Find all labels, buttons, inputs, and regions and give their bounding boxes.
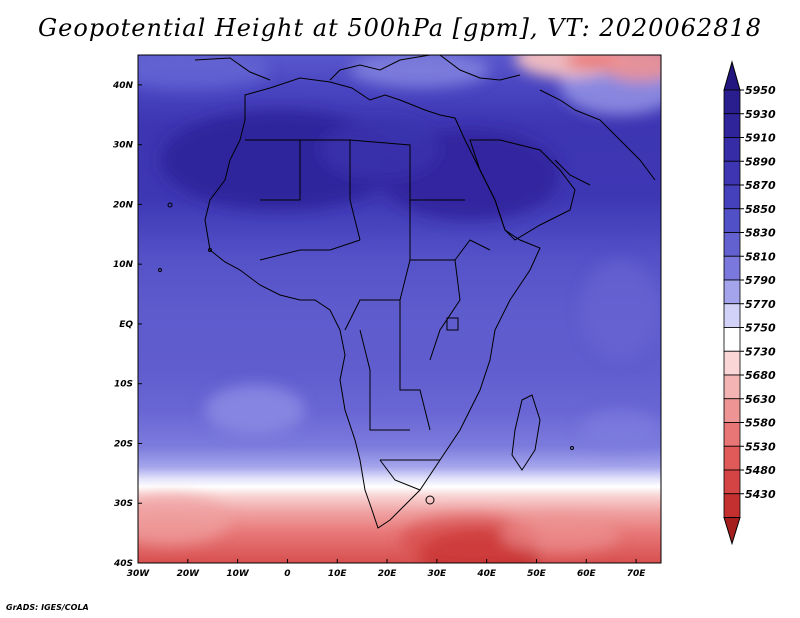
colorbar-label: 5890	[745, 155, 776, 168]
lon-tick-label: 30W	[127, 569, 151, 579]
lat-tick-label: 10S	[114, 380, 133, 390]
colorbar-label: 5750	[745, 322, 776, 335]
colorbar-swatch	[723, 303, 741, 328]
colorbar-label: 5870	[745, 179, 776, 192]
colorbar-swatch	[723, 422, 741, 447]
lat-tick-label: 20S	[114, 439, 133, 449]
lon-tick-label: 20W	[177, 569, 201, 579]
lat-axis: 40N 30N 20N 10N EQ 10S 20S 30S 40S	[112, 81, 142, 569]
lon-tick-label: 50E	[527, 569, 547, 579]
colorbar-label: 5830	[745, 227, 776, 240]
lat-tick-label: 40S	[113, 559, 133, 569]
colorbar-label: 5480	[745, 464, 776, 477]
colorbar-label: 5680	[745, 369, 776, 382]
colorbar-swatch	[723, 374, 741, 400]
lon-tick-label: 10E	[328, 569, 348, 579]
colorbar-swatch	[723, 160, 741, 186]
colorbar-swatch	[723, 398, 741, 423]
map-title: Geopotential Height at 500hPa [gpm], VT:…	[38, 14, 762, 42]
coastlines	[158, 55, 656, 529]
colorbar-swatch	[723, 327, 741, 352]
map-frame	[137, 54, 662, 564]
colorbar-bottom-arrow	[723, 517, 741, 546]
footer-credit: GrADS: IGES/COLA	[6, 603, 89, 612]
lat-tick-label: 40N	[112, 81, 134, 91]
lon-tick-label: 60E	[577, 569, 597, 579]
colorbar-label: 5810	[745, 250, 776, 263]
colorbar-label: 5850	[745, 203, 776, 216]
colorbar-label: 5530	[745, 440, 776, 453]
lat-tick-label: 30N	[113, 141, 134, 151]
colorbar-label: 5430	[745, 488, 776, 501]
lon-axis: 30W 20W 10W 0 10E 20E 30E 40E 50E 60E 70E	[127, 559, 647, 579]
colorbar-label: 5950	[745, 84, 776, 97]
colorbar-label: 5910	[745, 132, 776, 145]
geopotential-field	[138, 55, 661, 563]
colorbar-label: 5730	[745, 345, 776, 358]
colorbar-label: 5930	[745, 108, 776, 121]
colorbar-label: 5630	[745, 393, 776, 406]
colorbar: 5950 5930 5910 5890 5870 5850 5830 5810 5790 5770…	[723, 60, 776, 546]
colorbar-top-arrow	[723, 60, 741, 91]
lat-tick-label: 10N	[113, 260, 134, 270]
colorbar-swatch	[723, 279, 741, 305]
colorbar-label: 5580	[745, 417, 776, 430]
lon-tick-label: 10W	[226, 569, 250, 579]
colorbar-swatch	[723, 255, 741, 281]
lon-tick-label: 70E	[627, 569, 647, 579]
colorbar-swatch	[723, 137, 741, 162]
colorbar-swatch	[723, 445, 741, 471]
colorbar-swatch	[723, 469, 741, 495]
colorbar-label: 5790	[745, 274, 776, 287]
colorbar-swatch	[723, 208, 741, 233]
colorbar-swatch	[723, 350, 741, 376]
lat-tick-label: 20N	[113, 200, 134, 210]
colorbar-swatch	[723, 493, 741, 518]
lon-tick-label: 30E	[428, 569, 448, 579]
lat-tick-label: EQ	[119, 320, 133, 330]
lon-tick-label: 0	[284, 569, 290, 579]
colorbar-swatch	[723, 113, 741, 138]
colorbar-swatch	[723, 184, 741, 210]
lon-tick-label: 40E	[476, 569, 497, 579]
colorbar-label: 5770	[745, 298, 776, 311]
colorbar-swatch	[723, 232, 741, 257]
colorbar-swatch	[723, 89, 741, 115]
lon-tick-label: 20E	[378, 569, 398, 579]
lat-tick-label: 30S	[114, 499, 133, 509]
